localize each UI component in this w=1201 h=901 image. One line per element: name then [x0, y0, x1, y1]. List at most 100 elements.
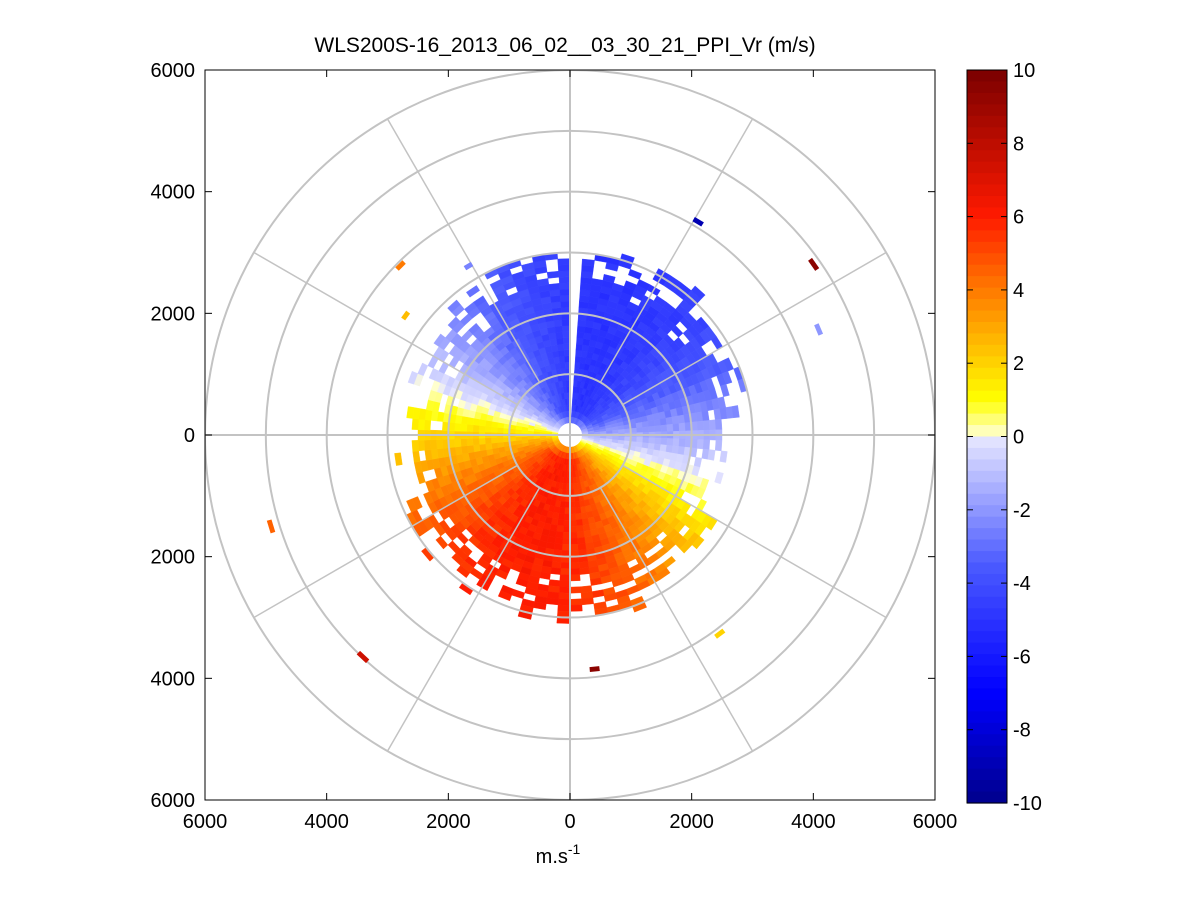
field-cell: [696, 420, 705, 431]
field-cell: [491, 442, 499, 449]
colorbar-bin: [967, 425, 1007, 438]
colorbar-bin: [967, 173, 1007, 186]
field-cell: [648, 425, 656, 433]
azimuth-spoke: [599, 118, 754, 383]
isolated-gate: [356, 650, 370, 664]
field-cell: [558, 586, 571, 594]
field-cell: [466, 438, 474, 447]
colorbar-tick-label: -6: [1013, 646, 1031, 668]
colorbar-bin: [967, 505, 1007, 518]
field-cell: [559, 568, 571, 576]
field-cell: [660, 424, 668, 433]
field-cell: [559, 580, 571, 588]
colorbar-bin: [967, 722, 1007, 735]
field-cell: [714, 418, 723, 431]
field-cell: [579, 295, 590, 303]
field-cell: [423, 439, 432, 451]
field-cell: [636, 437, 644, 443]
field-cell: [555, 331, 564, 339]
colorbar-tick-label: -2: [1013, 500, 1031, 522]
field-cell: [424, 449, 433, 461]
field-cell: [417, 362, 429, 376]
field-cell: [708, 419, 717, 431]
chart-title: WLS200S-16_2013_06_02__03_30_21_PPI_Vr (…: [314, 34, 815, 57]
x-tick-label: 2000: [669, 811, 714, 833]
colorbar-bin: [967, 402, 1007, 415]
colorbar-bin: [967, 688, 1007, 701]
field-cell: [548, 283, 561, 291]
field-cell: [472, 437, 480, 446]
field-cell: [433, 333, 446, 347]
field-cell: [553, 543, 563, 551]
field-cell: [417, 418, 426, 431]
field-cell: [556, 337, 564, 345]
colorbar-bin: [967, 253, 1007, 266]
colorbar-bin: [967, 780, 1007, 793]
field-cell: [558, 276, 571, 284]
colorbar-bin: [967, 551, 1007, 564]
colorbar-bin: [967, 768, 1007, 781]
field-cell: [559, 288, 571, 296]
field-cell: [411, 418, 419, 430]
field-cell: [423, 491, 434, 505]
field-cell: [569, 586, 582, 594]
field-cell: [412, 450, 421, 463]
colorbar-bin: [967, 276, 1007, 289]
field-cell: [602, 274, 616, 284]
field-cell: [551, 561, 562, 569]
x-tick-label: 4000: [791, 811, 836, 833]
field-cell: [533, 435, 540, 440]
field-cell: [553, 356, 561, 364]
colorbar-tick-label: 10: [1013, 60, 1035, 82]
field-cell: [472, 444, 481, 453]
field-cell: [574, 507, 582, 515]
field-cell: [411, 440, 419, 452]
field-cell: [575, 513, 583, 521]
colorbar-bin: [967, 104, 1007, 117]
field-cell: [447, 299, 461, 313]
field-cell: [550, 567, 561, 575]
field-cell: [561, 543, 571, 551]
field-cell: [478, 437, 486, 445]
field-cell: [678, 422, 686, 432]
colorbar-bin: [967, 230, 1007, 243]
colorbar-bin: [967, 218, 1007, 231]
colorbar-bin: [967, 585, 1007, 598]
isolated-gate: [589, 666, 600, 673]
field-cell: [558, 592, 571, 600]
colorbar-tick-label: -10: [1013, 793, 1042, 815]
field-cell: [423, 419, 432, 431]
field-cell: [552, 350, 560, 358]
field-cell: [546, 270, 560, 279]
field-cell: [672, 438, 680, 447]
field-cell: [636, 427, 644, 433]
field-cell: [557, 598, 571, 606]
field-cell: [575, 519, 583, 527]
field-cell: [515, 436, 522, 441]
field-cell: [719, 450, 728, 463]
y-tick-label: 4000: [151, 182, 196, 204]
field-cell: [569, 604, 583, 612]
field-cell: [553, 319, 563, 327]
colorbar-bin: [967, 299, 1007, 312]
field-cell: [573, 482, 578, 490]
field-cell: [557, 519, 565, 527]
field-cell: [579, 506, 587, 514]
field-cell: [394, 452, 403, 466]
colorbar-bin: [967, 642, 1007, 655]
field-cell: [557, 343, 565, 351]
field-cell: [678, 438, 686, 448]
field-cell: [691, 535, 705, 550]
field-cell: [485, 443, 493, 451]
field-cell: [577, 543, 587, 551]
field-cell: [701, 410, 710, 422]
x-tick-label: 2000: [426, 811, 471, 833]
colorbar-bin: [967, 791, 1007, 804]
colorbar-bin: [967, 573, 1007, 586]
field-cell: [496, 437, 504, 443]
colorbar-bin: [967, 321, 1007, 335]
colorbar-bin: [967, 184, 1007, 197]
field-cell: [557, 604, 571, 612]
field-cell: [569, 543, 579, 551]
isolated-gate: [395, 260, 406, 271]
